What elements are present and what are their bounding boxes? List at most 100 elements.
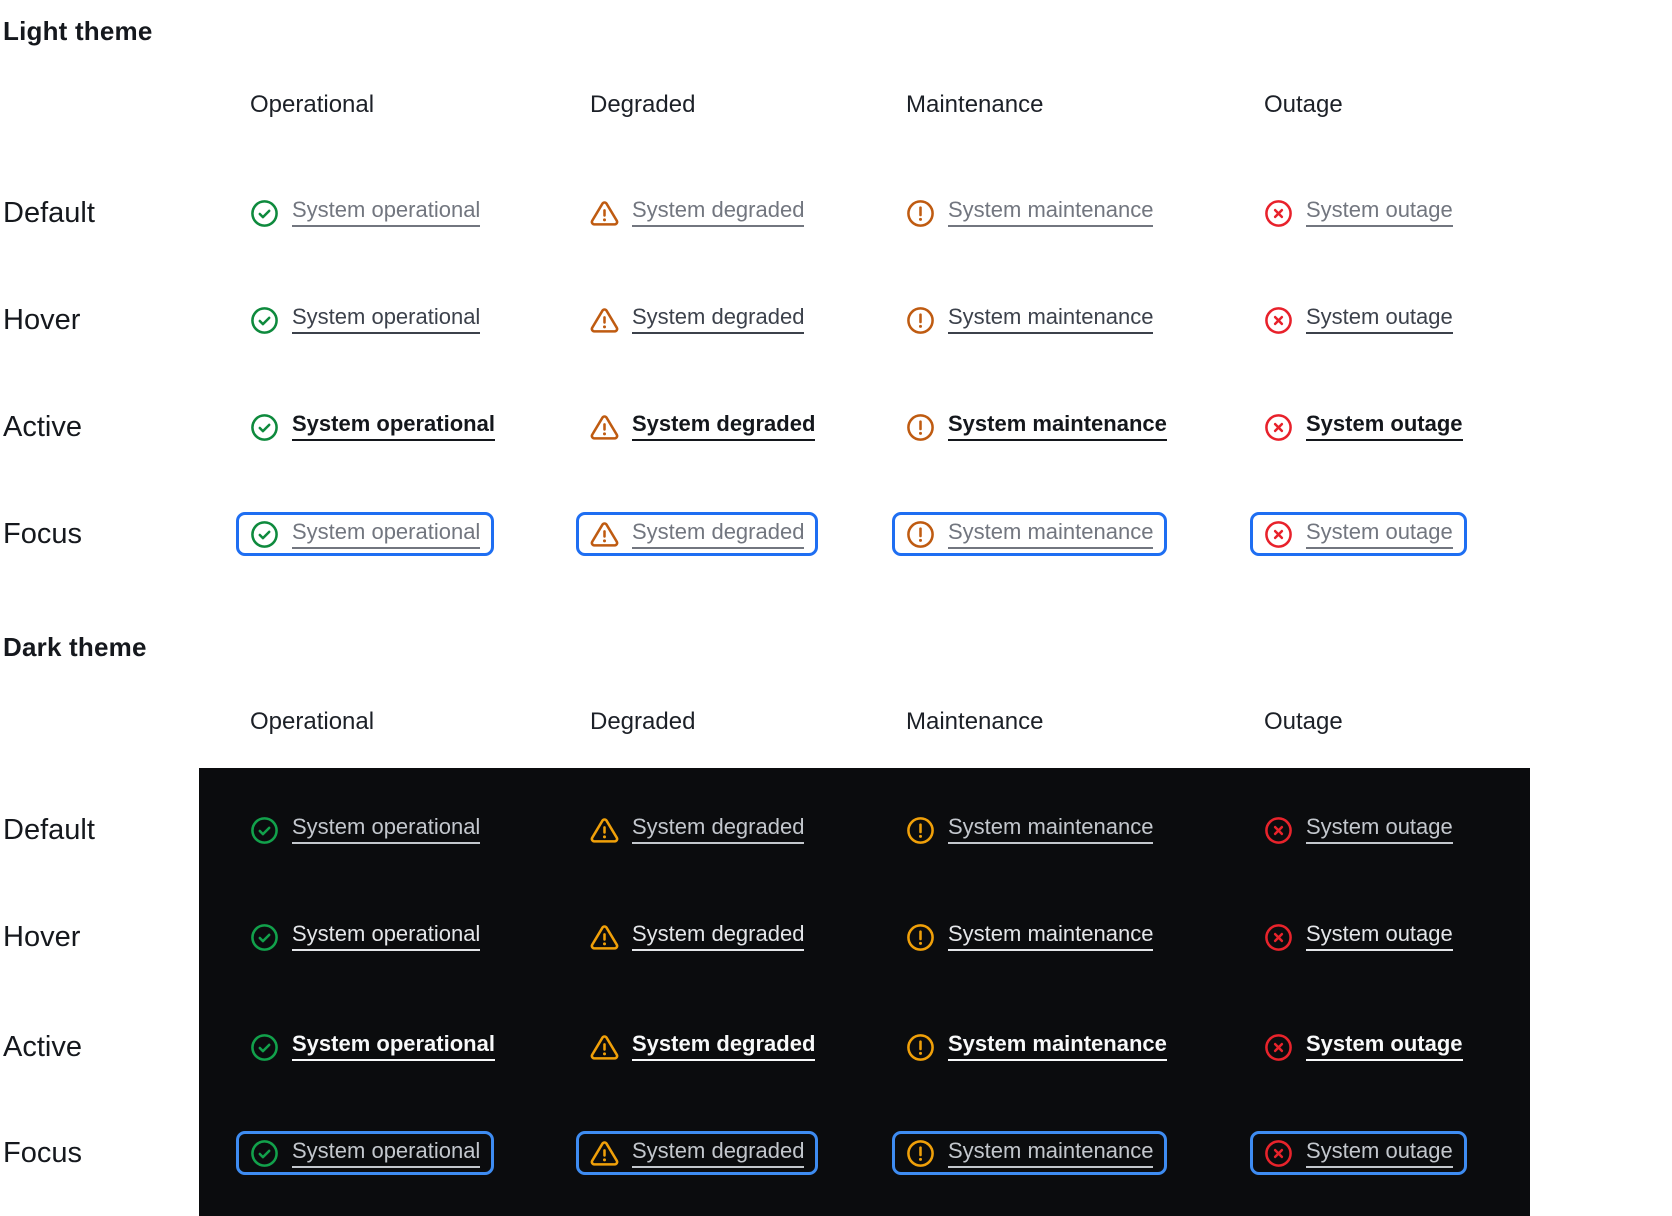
status-link-maintenance-active[interactable]: System maintenance bbox=[906, 1033, 1167, 1062]
status-link-maintenance-focus[interactable]: System maintenance bbox=[892, 512, 1168, 556]
status-link-degraded-hover[interactable]: System degraded bbox=[590, 923, 805, 952]
status-link-label: System maintenance bbox=[948, 1139, 1154, 1168]
status-link-label: System degraded bbox=[632, 520, 805, 549]
status-link-label: System degraded bbox=[632, 199, 805, 227]
status-link-label: System degraded bbox=[632, 306, 805, 334]
status-link-label: System maintenance bbox=[948, 816, 1154, 844]
status-link-maintenance-hover[interactable]: System maintenance bbox=[906, 923, 1154, 952]
status-link-outage-hover[interactable]: System outage bbox=[1264, 306, 1453, 335]
cell-light-default-operational: System operational bbox=[250, 189, 481, 237]
check-circle-icon bbox=[250, 306, 279, 335]
row-label-light-default: Default bbox=[3, 196, 95, 229]
status-link-outage-focus[interactable]: System outage bbox=[1250, 1131, 1467, 1175]
x-circle-icon bbox=[1264, 199, 1293, 228]
status-link-outage-active[interactable]: System outage bbox=[1264, 1033, 1463, 1062]
alert-circle-icon bbox=[906, 816, 935, 845]
warning-triangle-icon bbox=[590, 816, 619, 845]
light-theme-title: Light theme bbox=[3, 16, 153, 46]
cell-dark-focus-operational: System operational bbox=[236, 1129, 495, 1177]
alert-circle-icon bbox=[906, 413, 935, 442]
warning-triangle-icon bbox=[590, 520, 619, 549]
status-link-label: System maintenance bbox=[948, 1033, 1167, 1061]
alert-circle-icon bbox=[906, 923, 935, 952]
status-link-label: System maintenance bbox=[948, 306, 1154, 334]
status-link-outage-active[interactable]: System outage bbox=[1264, 413, 1463, 442]
status-link-outage-default[interactable]: System outage bbox=[1264, 816, 1453, 845]
cell-dark-hover-maintenance: System maintenance bbox=[906, 913, 1154, 961]
status-link-outage-default[interactable]: System outage bbox=[1264, 199, 1453, 228]
status-link-degraded-focus[interactable]: System degraded bbox=[576, 512, 819, 556]
column-header-maintenance: Maintenance bbox=[906, 91, 1044, 118]
cell-dark-focus-maintenance: System maintenance bbox=[892, 1129, 1168, 1177]
status-link-label: System degraded bbox=[632, 1033, 816, 1061]
status-link-maintenance-hover[interactable]: System maintenance bbox=[906, 306, 1154, 335]
warning-triangle-icon bbox=[590, 306, 619, 335]
warning-triangle-icon bbox=[590, 1033, 619, 1062]
cell-light-hover-degraded: System degraded bbox=[590, 296, 805, 344]
status-link-operational-default[interactable]: System operational bbox=[250, 199, 481, 228]
status-link-label: System outage bbox=[1306, 816, 1453, 844]
status-link-label: System outage bbox=[1306, 1033, 1463, 1061]
cell-light-focus-degraded: System degraded bbox=[576, 510, 819, 558]
column-header-operational: Operational bbox=[250, 708, 375, 735]
warning-triangle-icon bbox=[590, 923, 619, 952]
status-link-degraded-active[interactable]: System degraded bbox=[590, 413, 816, 442]
status-link-label: System outage bbox=[1306, 413, 1463, 441]
status-link-degraded-focus[interactable]: System degraded bbox=[576, 1131, 819, 1175]
alert-circle-icon bbox=[906, 1139, 935, 1168]
status-link-operational-active[interactable]: System operational bbox=[250, 1033, 495, 1062]
status-link-maintenance-default[interactable]: System maintenance bbox=[906, 816, 1154, 845]
alert-circle-icon bbox=[906, 306, 935, 335]
status-link-degraded-active[interactable]: System degraded bbox=[590, 1033, 816, 1062]
column-header-operational: Operational bbox=[250, 91, 375, 118]
row-label-dark-focus: Focus bbox=[3, 1136, 82, 1169]
cell-dark-default-maintenance: System maintenance bbox=[906, 806, 1154, 854]
column-header-degraded: Degraded bbox=[590, 708, 696, 735]
cell-dark-active-degraded: System degraded bbox=[590, 1023, 816, 1071]
check-circle-icon bbox=[250, 816, 279, 845]
check-circle-icon bbox=[250, 520, 279, 549]
status-link-label: System outage bbox=[1306, 520, 1453, 549]
status-link-label: System degraded bbox=[632, 413, 816, 441]
status-link-label: System degraded bbox=[632, 923, 805, 951]
status-link-label: System outage bbox=[1306, 306, 1453, 334]
x-circle-icon bbox=[1264, 816, 1293, 845]
status-link-degraded-hover[interactable]: System degraded bbox=[590, 306, 805, 335]
check-circle-icon bbox=[250, 923, 279, 952]
row-label-dark-active: Active bbox=[3, 1030, 82, 1063]
check-circle-icon bbox=[250, 413, 279, 442]
status-link-operational-focus[interactable]: System operational bbox=[236, 1131, 495, 1175]
status-link-maintenance-focus[interactable]: System maintenance bbox=[892, 1131, 1168, 1175]
status-link-outage-hover[interactable]: System outage bbox=[1264, 923, 1453, 952]
cell-dark-hover-operational: System operational bbox=[250, 913, 481, 961]
status-link-label: System maintenance bbox=[948, 413, 1167, 441]
status-link-label: System maintenance bbox=[948, 520, 1154, 549]
status-link-label: System operational bbox=[292, 1139, 481, 1168]
status-link-operational-focus[interactable]: System operational bbox=[236, 512, 495, 556]
status-link-label: System degraded bbox=[632, 1139, 805, 1168]
column-header-outage: Outage bbox=[1264, 708, 1343, 735]
status-link-label: System operational bbox=[292, 1033, 495, 1061]
status-link-degraded-default[interactable]: System degraded bbox=[590, 816, 805, 845]
status-link-operational-active[interactable]: System operational bbox=[250, 413, 495, 442]
cell-light-focus-operational: System operational bbox=[236, 510, 495, 558]
x-circle-icon bbox=[1264, 413, 1293, 442]
status-link-operational-hover[interactable]: System operational bbox=[250, 306, 481, 335]
check-circle-icon bbox=[250, 1139, 279, 1168]
status-link-degraded-default[interactable]: System degraded bbox=[590, 199, 805, 228]
column-header-outage: Outage bbox=[1264, 91, 1343, 118]
x-circle-icon bbox=[1264, 923, 1293, 952]
status-link-operational-default[interactable]: System operational bbox=[250, 816, 481, 845]
cell-light-active-outage: System outage bbox=[1264, 403, 1463, 451]
status-link-label: System operational bbox=[292, 816, 481, 844]
status-link-outage-focus[interactable]: System outage bbox=[1250, 512, 1467, 556]
status-link-maintenance-default[interactable]: System maintenance bbox=[906, 199, 1154, 228]
row-label-light-hover: Hover bbox=[3, 303, 81, 336]
cell-dark-active-maintenance: System maintenance bbox=[906, 1023, 1167, 1071]
status-link-operational-hover[interactable]: System operational bbox=[250, 923, 481, 952]
cell-light-hover-outage: System outage bbox=[1264, 296, 1453, 344]
warning-triangle-icon bbox=[590, 1139, 619, 1168]
status-link-maintenance-active[interactable]: System maintenance bbox=[906, 413, 1167, 442]
cell-light-active-degraded: System degraded bbox=[590, 403, 816, 451]
